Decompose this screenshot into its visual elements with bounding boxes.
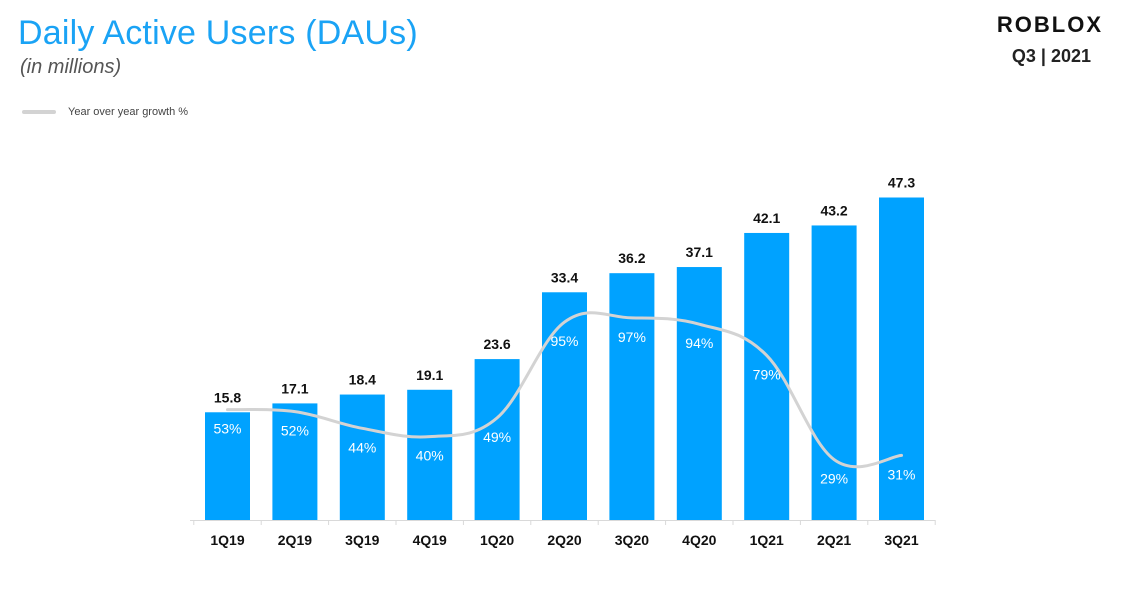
chart-title: Daily Active Users (DAUs) — [18, 14, 418, 52]
bar-value-label: 23.6 — [483, 336, 510, 352]
growth-value-label: 31% — [887, 466, 915, 482]
bar-value-label: 33.4 — [551, 269, 578, 285]
bar-value-label: 18.4 — [349, 372, 376, 388]
bar-value-label: 42.1 — [753, 210, 780, 226]
bar-value-label: 19.1 — [416, 367, 443, 383]
growth-value-label: 97% — [618, 329, 646, 345]
period-label: Q3 | 2021 — [1011, 46, 1091, 66]
legend-label: Year over year growth % — [68, 106, 189, 118]
growth-value-label: 29% — [820, 471, 848, 487]
bar-3q19 — [339, 394, 385, 520]
legend: Year over year growth % — [22, 106, 188, 118]
bar-1q19 — [205, 412, 250, 520]
bar-4q20 — [676, 267, 722, 520]
x-tick-label: 2Q21 — [817, 532, 851, 548]
roblox-logo: ROBLOX — [996, 12, 1103, 37]
legend-line-swatch — [22, 110, 56, 114]
x-tick-label: 3Q21 — [884, 532, 918, 548]
bar-3q21 — [879, 197, 924, 520]
bar-2q19 — [272, 403, 318, 520]
growth-value-label: 40% — [416, 448, 444, 464]
x-tick-label: 4Q20 — [682, 532, 716, 548]
growth-value-label: 95% — [550, 333, 578, 349]
growth-value-label: 52% — [281, 423, 309, 439]
x-tick-label: 1Q20 — [480, 532, 514, 548]
bar-2q21 — [811, 225, 857, 521]
growth-value-label: 49% — [483, 429, 511, 445]
x-tick-label: 1Q19 — [210, 532, 244, 548]
bar-value-label: 15.8 — [214, 389, 241, 405]
growth-value-label: 53% — [213, 421, 241, 437]
x-tick-label: 3Q20 — [615, 532, 649, 548]
bar-value-label: 47.3 — [888, 175, 915, 191]
growth-line — [226, 311, 903, 469]
growth-value-label: 79% — [753, 366, 781, 382]
bar-3q20 — [609, 273, 655, 520]
x-tick-label: 1Q21 — [750, 532, 784, 548]
bar-value-label: 17.1 — [281, 380, 308, 396]
growth-value-label: 44% — [348, 439, 376, 455]
growth-value-label: 94% — [685, 335, 713, 351]
bar-4q19 — [407, 389, 453, 520]
bar-2q20 — [542, 292, 587, 520]
bar-value-label: 36.2 — [618, 250, 645, 266]
x-tick-label: 2Q20 — [547, 532, 581, 548]
chart-subtitle: (in millions) — [20, 56, 122, 78]
x-tick-label: 4Q19 — [413, 532, 447, 548]
bar-value-label: 43.2 — [820, 202, 847, 218]
x-tick-label: 2Q19 — [278, 532, 312, 548]
x-tick-label: 3Q19 — [345, 532, 379, 548]
bar-value-label: 37.1 — [686, 244, 713, 260]
bar-1q20 — [474, 359, 520, 520]
